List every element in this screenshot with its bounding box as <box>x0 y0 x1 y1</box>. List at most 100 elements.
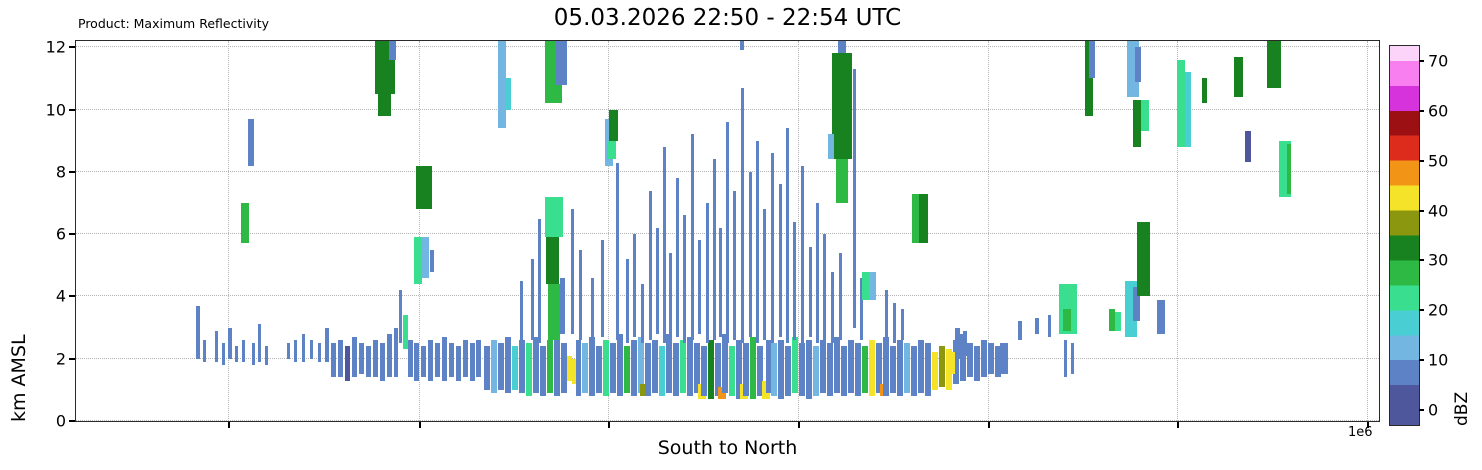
radar-cell <box>449 343 455 378</box>
radar-cell <box>1071 343 1075 375</box>
x-axis-label: South to North <box>657 437 798 459</box>
radar-cell <box>718 386 726 400</box>
radar-cell <box>777 340 784 400</box>
y-tick-mark <box>69 357 75 360</box>
colorbar-gradient <box>1390 46 1419 425</box>
radar-cell <box>1063 308 1072 331</box>
radar-cell <box>722 333 728 393</box>
radar-cell <box>638 336 645 393</box>
colorbar-tick-mark <box>1419 259 1424 262</box>
radar-cell <box>563 41 568 85</box>
y-tick-mark <box>69 170 75 173</box>
radar-cell <box>1245 131 1252 163</box>
radar-cell <box>838 252 842 341</box>
radar-cell <box>324 327 329 362</box>
radar-cell <box>476 340 482 378</box>
radar-cell <box>910 346 917 397</box>
radar-cell <box>708 340 714 400</box>
radar-cell <box>596 346 603 393</box>
radar-cell <box>924 343 931 397</box>
grid-line-horizontal <box>76 108 1379 110</box>
colorbar-tick-label: 60 <box>1428 101 1449 121</box>
colorbar-tick-label: 50 <box>1428 151 1449 171</box>
radar-cell <box>416 165 433 210</box>
radar-cell <box>680 340 687 393</box>
radar-cell <box>798 343 805 397</box>
radar-cell <box>1133 287 1141 322</box>
colorbar-tick-label: 30 <box>1428 250 1449 270</box>
radar-cell <box>728 346 735 397</box>
radar-cell <box>805 340 812 400</box>
radar-cell <box>365 346 371 378</box>
radar-cell <box>837 41 846 54</box>
radar-cell <box>778 184 782 337</box>
radar-cell <box>540 346 547 397</box>
radar-cell <box>607 140 617 160</box>
radar-cell <box>954 327 960 359</box>
radar-cell <box>388 41 396 60</box>
x-axis-offset-label: 1e6 <box>1348 425 1373 440</box>
radar-cell <box>591 277 595 344</box>
radar-cell <box>785 128 789 344</box>
radar-cell <box>293 340 297 362</box>
radar-cell <box>538 218 542 344</box>
radar-cell <box>241 340 245 362</box>
radar-cell <box>372 340 378 378</box>
radar-cell <box>822 234 826 341</box>
radar-cell <box>694 343 701 393</box>
radar-cell <box>1279 140 1292 197</box>
radar-cell <box>571 209 575 334</box>
radar-cell <box>547 340 554 393</box>
radar-cell <box>945 349 952 390</box>
radar-cell <box>732 190 736 341</box>
radar-cell <box>800 165 804 344</box>
radar-cell <box>631 340 638 397</box>
grid-line-vertical <box>1177 41 1179 421</box>
radar-cell <box>221 343 225 365</box>
grid-line-horizontal <box>76 46 1379 48</box>
radar-cell <box>889 346 896 393</box>
y-tick-label: 8 <box>55 162 66 182</box>
radar-cell <box>533 336 540 393</box>
radar-cell <box>666 333 673 393</box>
y-tick-label: 2 <box>55 349 66 369</box>
radar-cell <box>847 340 854 393</box>
radar-cell <box>931 352 938 390</box>
radar-cell <box>739 41 744 51</box>
radar-cell <box>491 340 498 393</box>
radar-cell <box>505 336 512 393</box>
grid-line-vertical <box>418 41 420 421</box>
radar-cell <box>819 340 826 393</box>
radar-cell <box>560 277 566 334</box>
x-tick-mark <box>1177 422 1180 428</box>
colorbar-tick-mark <box>1419 209 1424 212</box>
radar-cell <box>831 53 852 160</box>
radar-cell <box>1109 308 1116 331</box>
radar-cell <box>430 249 435 272</box>
radar-cell <box>556 41 564 85</box>
radar-cell <box>748 171 752 337</box>
radar-cell <box>973 346 980 381</box>
colorbar-tick-mark <box>1419 409 1424 412</box>
radar-cell <box>673 343 680 397</box>
radar-cell <box>861 271 869 300</box>
radar-cell <box>640 383 647 397</box>
radar-cell <box>214 330 218 362</box>
x-tick-mark <box>418 422 421 428</box>
radar-cell <box>624 346 631 393</box>
radar-cell <box>892 302 896 344</box>
radar-cell <box>652 340 659 393</box>
radar-cell <box>1141 100 1150 132</box>
colorbar-tick-mark <box>1419 59 1424 62</box>
radar-cell <box>317 343 321 362</box>
radar-cell <box>840 346 847 397</box>
radar-cell <box>835 159 848 203</box>
radar-cell <box>852 69 856 328</box>
radar-cell <box>918 193 928 244</box>
radar-cell <box>463 340 469 378</box>
radar-cell <box>601 240 605 337</box>
radar-cell <box>761 380 770 400</box>
radar-cell <box>966 343 973 378</box>
radar-cell <box>815 202 819 344</box>
